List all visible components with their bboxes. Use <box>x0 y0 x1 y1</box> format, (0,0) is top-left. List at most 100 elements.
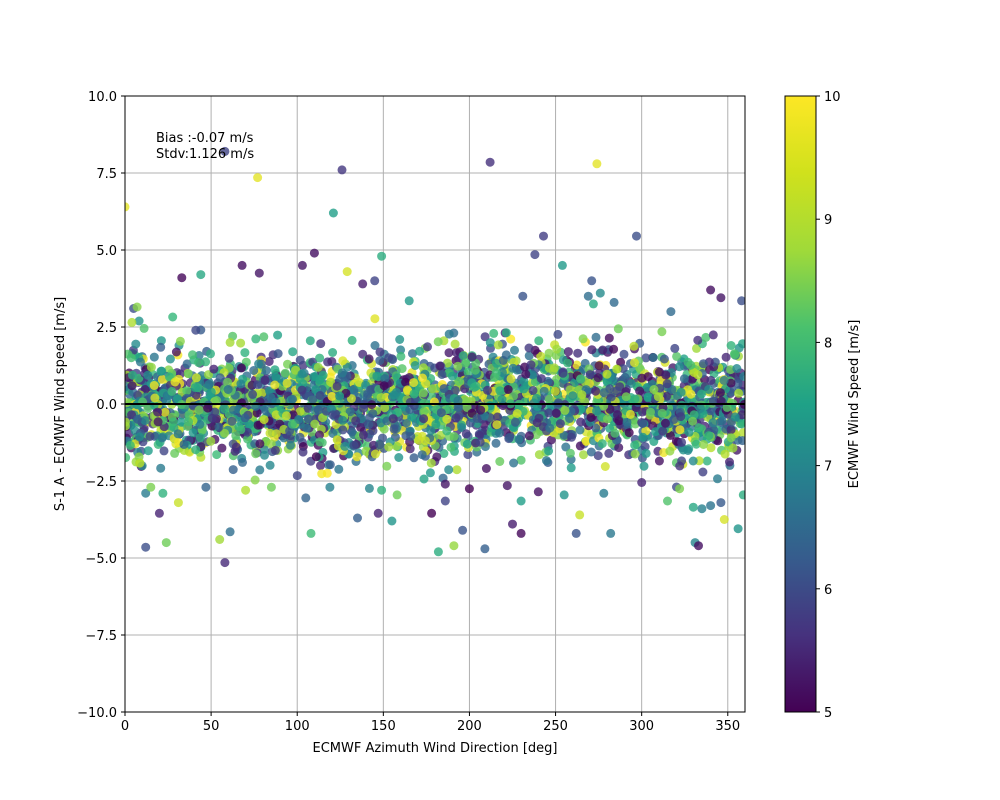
scatter-point <box>206 436 216 446</box>
scatter-point <box>168 417 178 427</box>
x-axis-ticks: 0 50 100 150 200 250 300 350 <box>121 712 740 734</box>
scatter-point <box>254 359 264 369</box>
scatter-point <box>395 335 405 344</box>
scatter-point <box>140 416 150 426</box>
scatter-point <box>224 353 234 363</box>
scatter-point <box>612 386 622 396</box>
scatter-point <box>303 414 313 424</box>
scatter-point <box>153 407 163 417</box>
scatter-point <box>587 276 597 286</box>
scatter-point <box>594 361 604 371</box>
scatter-point <box>560 405 570 415</box>
scatter-point <box>612 364 622 374</box>
scatter-point <box>126 353 136 363</box>
scatter-point <box>593 451 603 461</box>
scatter-point <box>702 456 712 466</box>
scatter-point <box>370 314 380 324</box>
scatter-point <box>630 394 640 404</box>
scatter-point <box>301 493 311 503</box>
scatter-point <box>684 427 694 437</box>
scatter-point <box>139 323 149 333</box>
scatter-point <box>503 385 513 394</box>
scatter-point <box>212 396 222 405</box>
scatter-point <box>610 428 620 438</box>
scatter-point <box>725 457 734 467</box>
scatter-point <box>146 482 156 492</box>
scatter-point <box>571 528 581 538</box>
scatter-point <box>597 439 607 449</box>
scatter-point <box>639 461 649 471</box>
scatter-point <box>658 426 668 436</box>
scatter-point <box>325 460 335 470</box>
scatter-point <box>212 450 222 460</box>
y-tick-label: −5.0 <box>85 552 117 567</box>
scatter-point <box>206 349 215 359</box>
scatter-point <box>657 408 667 418</box>
scatter-point <box>315 437 325 447</box>
scatter-point <box>519 376 529 386</box>
scatter-point <box>170 448 180 458</box>
scatter-point <box>536 351 546 361</box>
scatter-point <box>708 330 718 340</box>
scatter-point <box>527 370 537 380</box>
scatter-point <box>665 446 675 456</box>
scatter-point <box>670 343 680 353</box>
scatter-point <box>737 419 745 429</box>
scatter-point <box>340 441 350 451</box>
scatter-point <box>591 332 601 342</box>
scatter-point <box>462 439 472 449</box>
scatter-point <box>706 375 716 385</box>
scatter-point <box>125 440 135 450</box>
scatter-point <box>240 348 250 358</box>
scatter-point <box>281 411 291 421</box>
scatter-point <box>630 449 640 459</box>
scatter-point <box>587 345 597 355</box>
scatter-point <box>475 437 485 447</box>
scatter-point <box>436 408 446 418</box>
scatter-point <box>159 446 169 456</box>
scatter-point <box>338 415 348 425</box>
colorbar-tick-label: 9 <box>824 213 832 228</box>
scatter-point <box>638 432 648 442</box>
scatter-point <box>534 336 544 346</box>
scatter-point <box>618 364 628 374</box>
scatter-point <box>737 436 745 446</box>
scatter-point <box>621 392 631 402</box>
scatter-point <box>363 389 373 399</box>
scatter-point <box>663 496 672 506</box>
scatter-point <box>470 365 480 375</box>
scatter-point <box>125 398 132 408</box>
scatter-point <box>557 260 567 270</box>
scatter-point <box>452 465 462 475</box>
scatter-point <box>453 361 463 371</box>
scatter-point <box>542 456 551 466</box>
scatter-point <box>661 370 671 380</box>
scatter-point <box>249 366 259 375</box>
scatter-point <box>273 349 283 359</box>
scatter-point <box>388 414 398 424</box>
scatter-point <box>342 267 352 277</box>
scatter-point <box>149 352 159 362</box>
scatter-point <box>332 381 342 391</box>
scatter-point <box>461 358 471 368</box>
scatter-point <box>651 427 661 437</box>
scatter-point <box>273 330 283 340</box>
scatter-point <box>448 371 457 381</box>
scatter-point <box>643 393 653 403</box>
scatter-point <box>472 413 482 423</box>
scatter-point <box>295 407 305 417</box>
scatter-point <box>402 385 412 395</box>
scatter-point <box>614 443 624 453</box>
scatter-point <box>433 547 443 557</box>
scatter-point <box>157 433 167 443</box>
scatter-point <box>706 285 716 295</box>
scatter-point <box>709 369 719 379</box>
scatter-point <box>458 525 468 535</box>
scatter-point <box>143 446 153 456</box>
scatter-point <box>526 360 536 370</box>
scatter-point <box>716 498 726 508</box>
scatter-point <box>716 293 726 303</box>
scatter-point <box>675 484 685 494</box>
scatter-point <box>370 276 380 286</box>
scatter-point <box>552 344 562 354</box>
